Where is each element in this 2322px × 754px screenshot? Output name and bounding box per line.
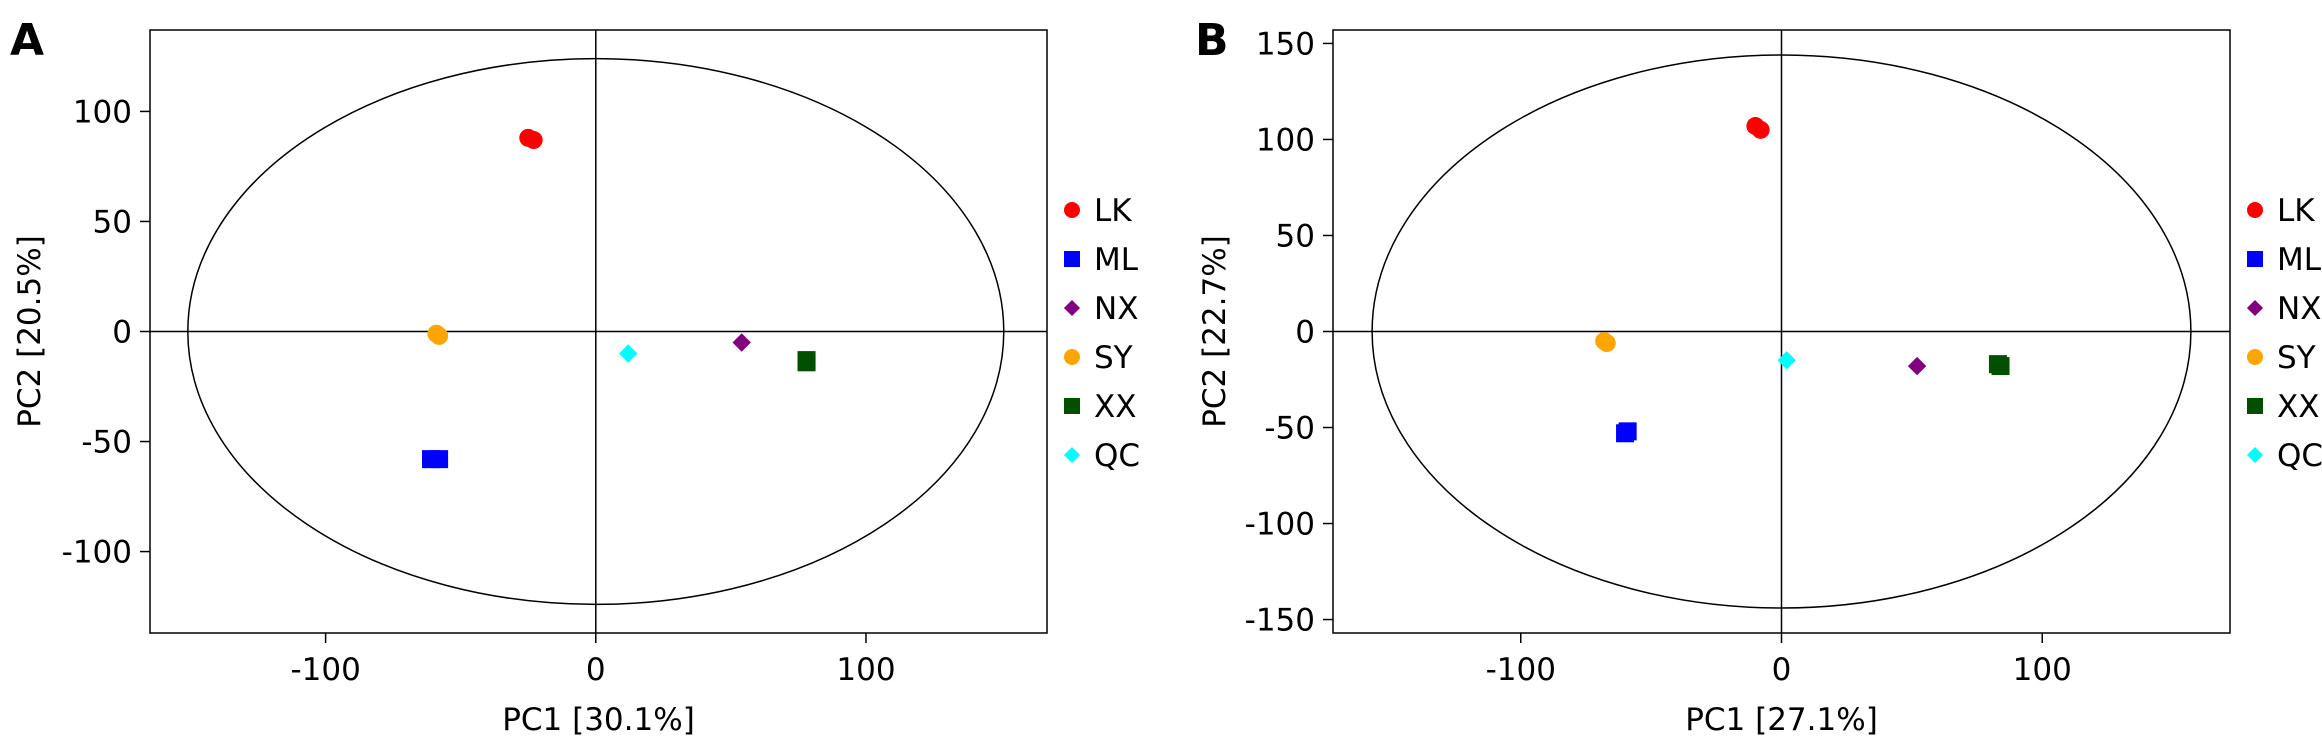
data-point-ml bbox=[430, 450, 449, 469]
legend-marker-lk bbox=[2247, 202, 2263, 218]
y-tick-label: -100 bbox=[62, 535, 132, 571]
x-tick-label: -100 bbox=[290, 652, 360, 688]
panel-letter: A bbox=[10, 15, 44, 66]
data-point-qc bbox=[619, 344, 638, 363]
x-tick-label: -100 bbox=[1486, 652, 1556, 688]
confidence-ellipse bbox=[187, 57, 1005, 606]
y-tick-label: 0 bbox=[112, 315, 132, 351]
panel-a: A -100 0 100 -100 -50 0 50 100 PC1 [30.1%] PC2 [20… bbox=[10, 15, 1140, 738]
legend-label-xx: XX bbox=[1094, 389, 1136, 425]
y-tick-label: 100 bbox=[73, 94, 132, 130]
data-point-sy bbox=[430, 326, 449, 345]
y-tick-label: -150 bbox=[1245, 603, 1315, 639]
legend-label-nx: NX bbox=[1094, 291, 1138, 327]
legend-marker-lk bbox=[1064, 202, 1080, 218]
legend-marker-ml bbox=[1064, 251, 1080, 267]
legend-label-sy: SY bbox=[1094, 340, 1133, 376]
legend-marker-xx bbox=[1064, 398, 1080, 414]
legend-label-xx: XX bbox=[2277, 389, 2319, 425]
panel-b: B -100 0 100 -150 -100 -50 0 50 100 150 PC1 [27.1%]… bbox=[1195, 15, 2322, 738]
y-tick-label: -50 bbox=[81, 425, 132, 461]
data-point-xx bbox=[1991, 357, 2010, 376]
y-tick-label: 50 bbox=[1276, 218, 1315, 254]
legend-label-qc: QC bbox=[2277, 438, 2322, 474]
data-point-lk bbox=[1751, 120, 1770, 139]
data-point-sy bbox=[1597, 334, 1616, 353]
y-tick-label: -50 bbox=[1264, 411, 1315, 447]
x-tick-label: 100 bbox=[2013, 652, 2072, 688]
legend-label-sy: SY bbox=[2277, 340, 2316, 376]
legend-label-ml: ML bbox=[1094, 242, 1139, 278]
y-axis-title: PC2 [20.5%] bbox=[12, 235, 48, 428]
data-point-nx bbox=[1907, 356, 1927, 376]
legend-label-ml: ML bbox=[2277, 242, 2322, 278]
y-axis-title: PC2 [22.7%] bbox=[1197, 235, 1233, 428]
y-tick-label: 50 bbox=[93, 204, 132, 240]
data-point-xx bbox=[797, 353, 816, 372]
data-point-ml bbox=[1618, 422, 1637, 441]
legend-marker-nx bbox=[2246, 299, 2264, 317]
y-tick-label: 0 bbox=[1295, 315, 1315, 351]
legend-marker-nx bbox=[1063, 299, 1081, 317]
legend-marker-ml bbox=[2247, 251, 2263, 267]
legend-marker-sy bbox=[2247, 349, 2263, 365]
legend-label-lk: LK bbox=[2277, 193, 2315, 229]
legend-marker-qc bbox=[1063, 446, 1081, 464]
x-tick-label: 0 bbox=[1772, 652, 1792, 688]
legend-marker-xx bbox=[2247, 398, 2263, 414]
data-point-nx bbox=[732, 333, 751, 352]
legend-label-qc: QC bbox=[1094, 438, 1140, 474]
y-tick-label: 150 bbox=[1256, 26, 1315, 62]
x-axis-title: PC1 [27.1%] bbox=[1685, 702, 1878, 738]
legend-marker-sy bbox=[1064, 349, 1080, 365]
panel-letter: B bbox=[1195, 15, 1229, 66]
confidence-ellipse bbox=[1371, 54, 2192, 609]
x-tick-label: 100 bbox=[836, 652, 895, 688]
legend-label-lk: LK bbox=[1094, 193, 1132, 229]
data-point-lk bbox=[524, 131, 543, 150]
x-tick-label: 0 bbox=[586, 652, 606, 688]
y-tick-label: -100 bbox=[1245, 507, 1315, 543]
legend-marker-qc bbox=[2246, 446, 2264, 464]
x-axis-title: PC1 [30.1%] bbox=[502, 702, 695, 738]
data-point-qc bbox=[1777, 351, 1796, 370]
legend-label-nx: NX bbox=[2277, 291, 2321, 327]
y-tick-label: 100 bbox=[1256, 122, 1315, 158]
